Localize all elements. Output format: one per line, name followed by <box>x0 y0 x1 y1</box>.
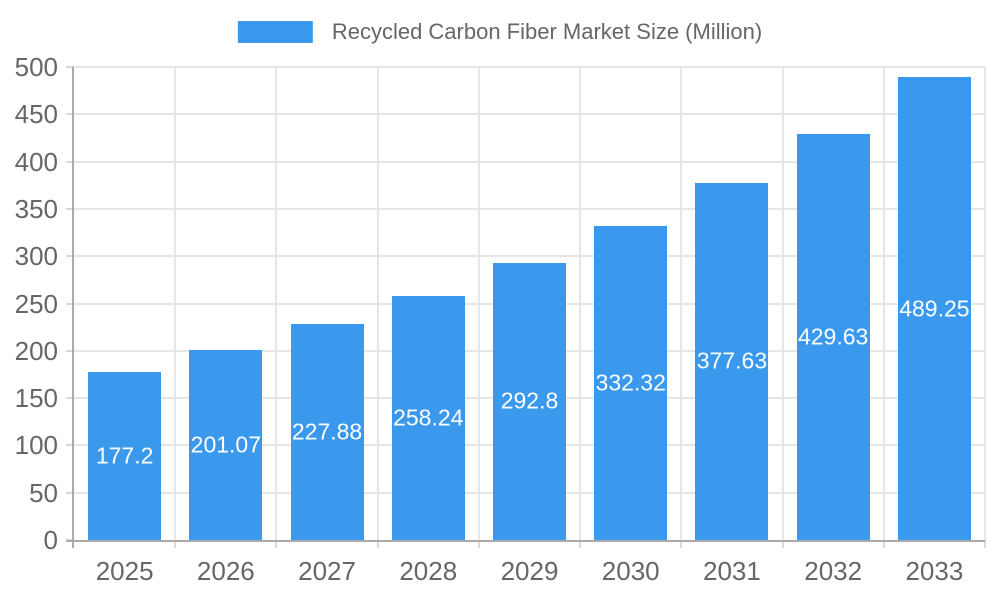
y-axis-tick-label: 400 <box>14 146 58 177</box>
bar-value-label: 377.63 <box>696 347 768 374</box>
x-axis-tick-label: 2029 <box>500 556 559 586</box>
x-axis-tick-label: 2028 <box>399 556 458 586</box>
gridline-horizontal <box>74 66 985 68</box>
y-axis-tick-label: 500 <box>14 52 58 82</box>
gridline-horizontal <box>74 160 985 163</box>
x-axis-tick-label: 2030 <box>601 556 660 586</box>
gridline-vertical <box>174 67 177 540</box>
y-tick-mark <box>66 255 74 258</box>
bar-value-label: 489.25 <box>899 295 970 322</box>
y-tick-mark <box>66 444 74 447</box>
bar-2029[interactable]: 292.8 <box>493 263 566 540</box>
gridline-vertical <box>477 67 480 540</box>
x-axis-tick-label: 2033 <box>905 556 964 586</box>
gridline-vertical <box>781 67 784 540</box>
y-axis-tick-label: 300 <box>14 241 58 272</box>
gridline-vertical <box>882 67 885 540</box>
bar-value-label: 258.24 <box>393 404 464 431</box>
bar-value-label: 292.8 <box>500 387 559 414</box>
y-tick-mark <box>66 113 74 116</box>
bar-value-label: 201.07 <box>190 431 262 458</box>
bar-2025[interactable]: 177.2 <box>88 372 162 540</box>
gridline-horizontal <box>74 255 985 258</box>
x-tick-mark <box>579 540 582 548</box>
legend-label: Recycled Carbon Fiber Market Size (Milli… <box>331 19 763 44</box>
y-axis-tick-label: 0 <box>43 525 58 555</box>
bar-value-label: 177.2 <box>95 442 154 469</box>
bar-value-label: 429.63 <box>797 323 869 350</box>
gridline-vertical <box>376 67 379 540</box>
bar-2031[interactable]: 377.63 <box>695 182 769 540</box>
x-axis-tick-label: 2027 <box>298 556 356 586</box>
y-tick-mark <box>66 349 74 352</box>
bar-2028[interactable]: 258.24 <box>391 295 465 540</box>
x-tick-mark <box>174 540 177 548</box>
y-tick-mark <box>66 302 74 305</box>
bar-2033[interactable]: 489.25 <box>897 77 971 540</box>
gridline-horizontal <box>74 113 985 116</box>
x-axis-line <box>66 540 985 542</box>
x-axis-tick-label: 2032 <box>804 556 863 586</box>
y-tick-mark <box>66 397 74 400</box>
y-axis-tick-label: 250 <box>14 288 58 319</box>
gridline-horizontal <box>74 207 985 210</box>
legend-item[interactable]: Recycled Carbon Fiber Market Size (Milli… <box>237 19 763 45</box>
x-tick-mark <box>984 540 986 548</box>
gridline-vertical <box>680 67 683 540</box>
x-tick-mark <box>680 540 683 548</box>
y-axis-tick-label: 450 <box>14 99 58 130</box>
y-axis-tick-label: 50 <box>29 477 58 508</box>
x-axis-tick-label: 2031 <box>703 556 761 586</box>
y-axis-tick-label: 350 <box>14 193 58 224</box>
bar-2027[interactable]: 227.88 <box>290 324 364 540</box>
gridline-vertical <box>984 67 986 540</box>
x-tick-mark <box>376 540 379 548</box>
y-axis-line <box>72 67 74 548</box>
y-tick-mark <box>66 160 74 163</box>
x-tick-mark <box>477 540 480 548</box>
x-axis-tick-label: 2025 <box>95 556 154 586</box>
gridline-vertical <box>275 67 278 540</box>
y-axis-tick-label: 200 <box>14 335 58 366</box>
legend-swatch-icon <box>237 21 313 43</box>
x-tick-mark <box>275 540 278 548</box>
y-tick-mark <box>66 66 74 68</box>
y-tick-mark <box>66 491 74 494</box>
y-axis-tick-label: 100 <box>14 430 58 461</box>
bar-value-label: 227.88 <box>291 418 363 445</box>
x-axis-tick-label: 2026 <box>196 556 255 586</box>
y-axis-tick-label: 150 <box>14 383 58 414</box>
y-tick-mark <box>66 207 74 210</box>
x-tick-mark <box>882 540 885 548</box>
x-tick-mark <box>781 540 784 548</box>
bar-2032[interactable]: 429.63 <box>796 133 870 540</box>
gridline-vertical <box>579 67 582 540</box>
bar-value-label: 332.32 <box>595 369 666 396</box>
bar-2030[interactable]: 332.32 <box>594 225 668 540</box>
bar-2026[interactable]: 201.07 <box>189 349 263 540</box>
